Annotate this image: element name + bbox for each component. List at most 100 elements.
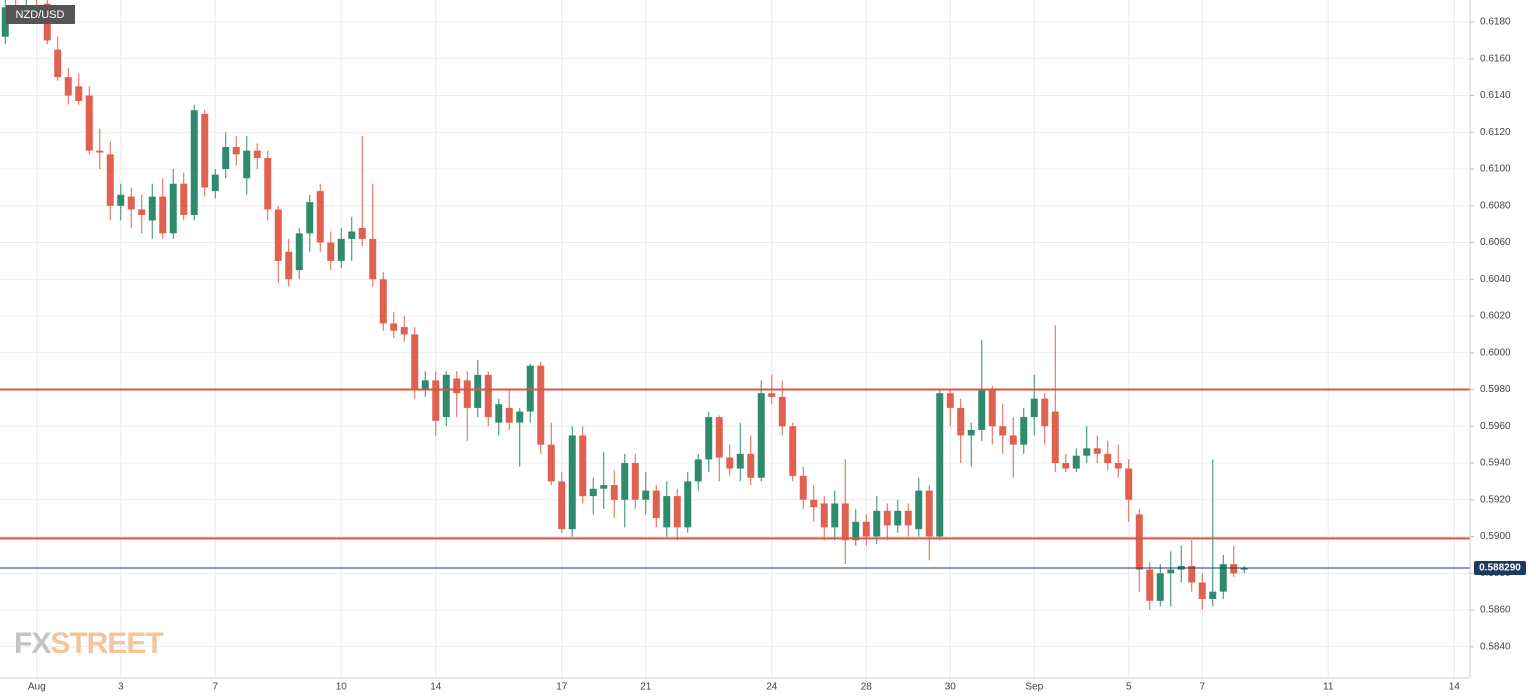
- watermark-street: STREET: [50, 627, 163, 660]
- candle-body: [85, 95, 93, 151]
- x-tick-label: 3: [118, 682, 124, 693]
- candle-body: [1156, 573, 1164, 601]
- candle-body: [1104, 453, 1112, 464]
- candle-body: [642, 490, 650, 500]
- candle-body: [453, 378, 461, 394]
- candle-body: [169, 183, 177, 234]
- candle-body: [694, 459, 702, 482]
- y-tick-label: 0.5920: [1480, 494, 1511, 505]
- candle-body: [190, 110, 198, 215]
- candle-body: [1135, 514, 1143, 570]
- candle-body: [390, 323, 398, 331]
- y-tick-label: 0.6120: [1480, 127, 1511, 138]
- candle-body: [936, 393, 944, 537]
- candle-body: [852, 521, 860, 541]
- candle-body: [442, 374, 450, 418]
- candle-body: [1209, 591, 1217, 599]
- candle-body: [652, 490, 660, 519]
- candle-body: [516, 411, 524, 423]
- candle-body: [715, 417, 723, 458]
- candle-body: [337, 238, 345, 261]
- y-tick-label: 0.5860: [1480, 605, 1511, 616]
- candle-body: [306, 202, 314, 234]
- x-tick-label: 14: [430, 682, 442, 693]
- x-tick-label: 24: [766, 682, 778, 693]
- candle-body: [1, 7, 9, 37]
- candle-body: [201, 113, 209, 188]
- candle-body: [295, 233, 303, 271]
- candle-body: [75, 86, 83, 102]
- x-tick-label: Sep: [1025, 682, 1043, 693]
- candle-body: [117, 194, 125, 206]
- candle-body: [1041, 398, 1049, 427]
- candle-body: [127, 196, 135, 210]
- candle-body: [432, 380, 440, 421]
- candle-body: [1219, 564, 1227, 592]
- candle-body: [474, 374, 482, 408]
- candle-body: [946, 393, 954, 408]
- x-tick-label: 11: [1323, 682, 1334, 693]
- candle-body: [379, 279, 387, 324]
- y-tick-label: 0.6060: [1480, 237, 1511, 248]
- y-tick-label: 0.6020: [1480, 311, 1511, 322]
- y-tick-label: 0.6100: [1480, 164, 1511, 175]
- candle-body: [106, 154, 114, 206]
- candle-body: [726, 457, 734, 469]
- candle-body: [705, 417, 713, 460]
- candle-body: [96, 150, 104, 153]
- candle-body: [411, 334, 419, 390]
- candle-body: [736, 453, 744, 469]
- x-tick-label: 10: [336, 682, 348, 693]
- x-tick-label: 21: [640, 682, 652, 693]
- candle-body: [222, 146, 230, 170]
- candle-body: [400, 327, 408, 335]
- candle-body: [1188, 565, 1196, 583]
- candle-body: [1240, 567, 1248, 570]
- grid: [0, 0, 1474, 678]
- candle-body: [274, 209, 282, 261]
- candle-body: [421, 380, 429, 390]
- y-tick-label: 0.6000: [1480, 347, 1511, 358]
- candle-body: [621, 463, 629, 500]
- candle-body: [1125, 468, 1133, 500]
- candle-body: [988, 389, 996, 427]
- candle-body: [1020, 417, 1028, 445]
- last-price-box: [1474, 560, 1526, 575]
- candle-body: [789, 426, 797, 476]
- watermark-fx: FX: [14, 627, 51, 660]
- candle-body: [232, 146, 240, 155]
- candle-body: [873, 510, 881, 537]
- candle-body: [285, 251, 293, 280]
- candle-body: [778, 396, 786, 427]
- candle-body: [967, 429, 975, 436]
- candle-body: [1230, 564, 1238, 574]
- x-tick-label: 17: [556, 682, 568, 693]
- candle-body: [1030, 398, 1038, 418]
- candle-body: [1198, 582, 1206, 599]
- candle-body: [999, 426, 1007, 436]
- candle-body: [747, 453, 755, 478]
- chart-title: NZD/USD: [16, 9, 65, 21]
- candle-body: [1072, 455, 1080, 469]
- watermark: FXSTREET: [14, 627, 163, 660]
- x-tick-label: 7: [212, 682, 218, 693]
- candle-body: [925, 490, 933, 537]
- candle-body: [673, 496, 681, 528]
- x-tick-label: 28: [861, 682, 873, 693]
- y-tick-label: 0.5960: [1480, 421, 1511, 432]
- candle-body: [820, 503, 828, 528]
- candle-body: [369, 238, 377, 280]
- y-tick-label: 0.6160: [1480, 53, 1511, 64]
- candle-body: [316, 191, 324, 243]
- y-tick-label: 0.6180: [1480, 17, 1511, 28]
- candle-body: [243, 150, 251, 179]
- candle-body: [211, 174, 219, 192]
- candles: [1, 0, 1248, 611]
- x-tick-label: 30: [945, 682, 957, 693]
- y-tick-label: 0.6080: [1480, 200, 1511, 211]
- candle-body: [1062, 463, 1070, 469]
- candle-body: [1114, 463, 1122, 469]
- candle-body: [663, 496, 671, 528]
- candle-body: [348, 231, 356, 239]
